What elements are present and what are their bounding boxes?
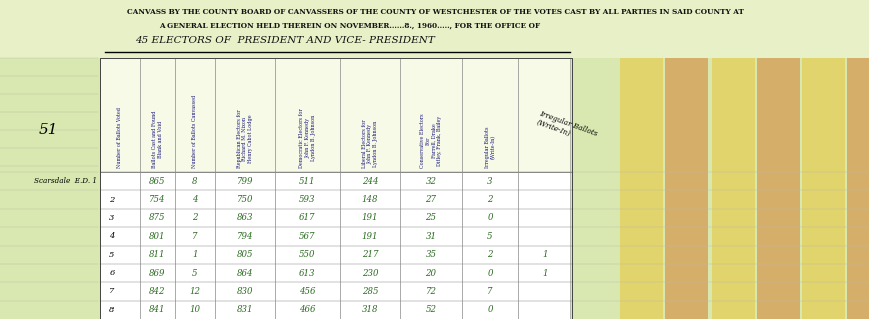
Text: 25: 25 <box>425 213 436 222</box>
Text: 2: 2 <box>109 196 115 204</box>
Text: 12: 12 <box>189 287 200 296</box>
Text: 794: 794 <box>236 232 253 241</box>
Text: 191: 191 <box>362 213 378 222</box>
Text: 10: 10 <box>189 305 200 314</box>
Text: 4: 4 <box>192 195 197 204</box>
Text: 3: 3 <box>109 214 115 222</box>
Text: Irregular Ballots
(Write-In): Irregular Ballots (Write-In) <box>534 109 598 146</box>
Text: 230: 230 <box>362 269 378 278</box>
Text: 863: 863 <box>236 213 253 222</box>
Bar <box>100 58 569 172</box>
Text: 8: 8 <box>192 177 197 186</box>
Text: 801: 801 <box>149 232 166 241</box>
Text: Republican Electors for
Richard M. Nixon
Henry Cabot Lodge: Republican Electors for Richard M. Nixon… <box>236 109 253 168</box>
Text: Democratic Electors for
John F. Kennedy
Lyndon B. Johnson: Democratic Electors for John F. Kennedy … <box>299 108 315 168</box>
Text: 27: 27 <box>425 195 436 204</box>
Text: 7: 7 <box>487 287 492 296</box>
Text: 51: 51 <box>38 123 57 137</box>
Bar <box>0 0 869 58</box>
Bar <box>100 172 569 319</box>
Bar <box>801 0 844 319</box>
Text: 466: 466 <box>299 305 315 314</box>
Text: Conservative Electors
For
Farrell, Drake
Ditley, Frank, Bailey: Conservative Electors For Farrell, Drake… <box>420 113 441 168</box>
Text: 244: 244 <box>362 177 378 186</box>
Text: Number of Ballots Voted: Number of Ballots Voted <box>117 107 123 168</box>
Text: 567: 567 <box>299 232 315 241</box>
Text: 1: 1 <box>541 250 547 259</box>
Text: 811: 811 <box>149 250 166 259</box>
Text: 5: 5 <box>487 232 492 241</box>
Text: 456: 456 <box>299 287 315 296</box>
Text: CANVASS BY THE COUNTY BOARD OF CANVASSERS OF THE COUNTY OF WESTCHESTER OF THE VO: CANVASS BY THE COUNTY BOARD OF CANVASSER… <box>126 8 743 16</box>
Text: 191: 191 <box>362 232 378 241</box>
Text: 32: 32 <box>425 177 436 186</box>
Text: 285: 285 <box>362 287 378 296</box>
Text: 52: 52 <box>425 305 436 314</box>
Text: 31: 31 <box>425 232 436 241</box>
Text: 4: 4 <box>109 232 115 240</box>
Text: Number of Ballots Canvassed: Number of Ballots Canvassed <box>192 95 197 168</box>
Text: 1: 1 <box>192 250 197 259</box>
Text: 7: 7 <box>109 287 115 295</box>
Text: 3: 3 <box>487 177 492 186</box>
Text: 511: 511 <box>299 177 315 186</box>
Text: 5: 5 <box>109 251 115 259</box>
Text: 0: 0 <box>487 305 492 314</box>
Text: 0: 0 <box>487 269 492 278</box>
Text: 750: 750 <box>236 195 253 204</box>
Bar <box>711 0 754 319</box>
Bar <box>100 58 571 319</box>
Text: 831: 831 <box>236 305 253 314</box>
Text: 875: 875 <box>149 213 166 222</box>
Text: 617: 617 <box>299 213 315 222</box>
Bar <box>846 0 869 319</box>
Text: 318: 318 <box>362 305 378 314</box>
Bar <box>756 0 799 319</box>
Text: 613: 613 <box>299 269 315 278</box>
Text: 799: 799 <box>236 177 253 186</box>
Text: 842: 842 <box>149 287 166 296</box>
Text: 72: 72 <box>425 287 436 296</box>
Bar <box>664 0 707 319</box>
Text: 0: 0 <box>487 213 492 222</box>
Text: Ballots Cast and Found
Blank and Void: Ballots Cast and Found Blank and Void <box>152 110 163 168</box>
Text: 805: 805 <box>236 250 253 259</box>
Text: 550: 550 <box>299 250 315 259</box>
Text: 8: 8 <box>109 306 115 314</box>
Text: 35: 35 <box>425 250 436 259</box>
Text: 864: 864 <box>236 269 253 278</box>
Text: 7: 7 <box>192 232 197 241</box>
Text: Irregular Ballots
(Write-In): Irregular Ballots (Write-In) <box>484 127 495 168</box>
Text: 865: 865 <box>149 177 166 186</box>
Text: 6: 6 <box>109 269 115 277</box>
Text: Scarsdale  E.D. 1: Scarsdale E.D. 1 <box>34 177 96 185</box>
Text: 217: 217 <box>362 250 378 259</box>
Text: 148: 148 <box>362 195 378 204</box>
Text: Liberal Electors for
John F. Kennedy
Lyndon B. Johnson: Liberal Electors for John F. Kennedy Lyn… <box>362 119 378 168</box>
Text: 2: 2 <box>487 250 492 259</box>
Text: 2: 2 <box>487 195 492 204</box>
Text: A GENERAL ELECTION HELD THEREIN ON NOVEMBER......8., 1960....., FOR THE OFFICE O: A GENERAL ELECTION HELD THEREIN ON NOVEM… <box>159 22 540 30</box>
Bar <box>620 0 662 319</box>
Text: 2: 2 <box>192 213 197 222</box>
Text: 754: 754 <box>149 195 166 204</box>
Text: 1: 1 <box>541 269 547 278</box>
Text: 830: 830 <box>236 287 253 296</box>
Text: 5: 5 <box>192 269 197 278</box>
Text: 45 ELECTORS OF  PRESIDENT AND VICE- PRESIDENT: 45 ELECTORS OF PRESIDENT AND VICE- PRESI… <box>135 36 434 45</box>
Text: 593: 593 <box>299 195 315 204</box>
Text: 869: 869 <box>149 269 166 278</box>
Text: 841: 841 <box>149 305 166 314</box>
Text: 20: 20 <box>425 269 436 278</box>
